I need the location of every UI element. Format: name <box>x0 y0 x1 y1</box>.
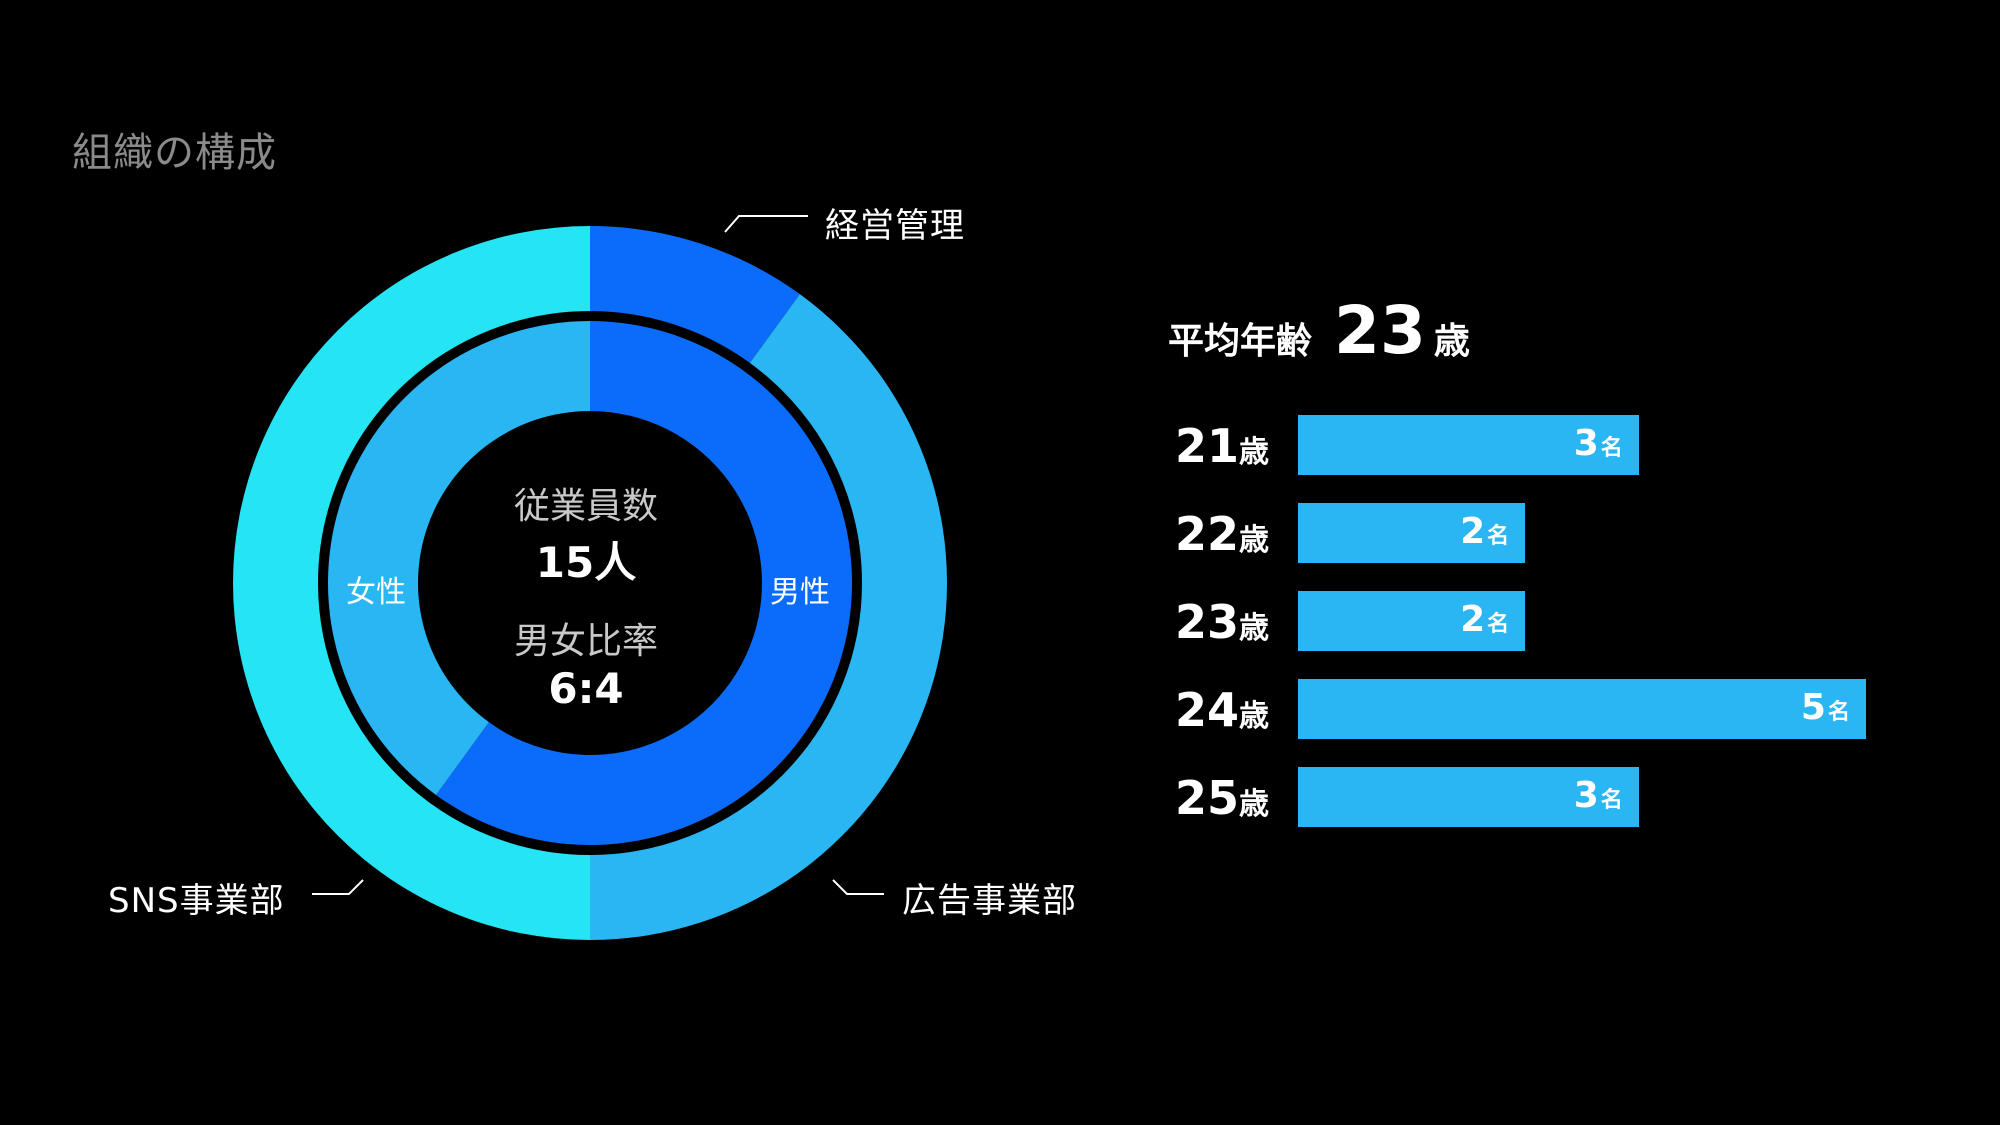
age-bar: 2名 <box>1298 591 1526 651</box>
age-bar-row: 22歳 2名 <box>1175 503 1875 563</box>
age-value: 24 <box>1175 683 1240 737</box>
ring-separator <box>318 311 862 855</box>
gender-ring <box>328 321 853 846</box>
label-sns: SNS事業部 <box>108 881 285 921</box>
organization-donut-chart <box>233 215 947 941</box>
age-bar: 3名 <box>1298 767 1639 827</box>
employee-summary: 従業員数 15人 <box>486 477 686 590</box>
average-age-value: 23 <box>1334 292 1426 369</box>
age-label: 22歳 <box>1175 507 1269 561</box>
count-value: 3 <box>1573 423 1599 464</box>
count-unit: 名 <box>1487 612 1510 637</box>
count-unit: 名 <box>1600 788 1623 813</box>
count-value: 2 <box>1460 511 1486 552</box>
count-value: 2 <box>1460 599 1486 640</box>
count-unit: 名 <box>1827 700 1850 725</box>
ratio-value: 6:4 <box>548 664 624 713</box>
age-value: 21 <box>1175 419 1240 473</box>
age-unit: 歳 <box>1239 611 1270 646</box>
callout-line-ad <box>832 879 884 895</box>
age-bar: 2名 <box>1298 503 1526 563</box>
age-label: 24歳 <box>1175 683 1269 737</box>
gender-ratio-summary: 男女比率 6:4 <box>486 612 686 713</box>
label-male: 男性 <box>770 575 830 610</box>
callout-line-management <box>724 215 808 233</box>
age-value: 22 <box>1175 507 1240 561</box>
age-count-label: 5名 <box>1801 687 1850 728</box>
age-label: 21歳 <box>1175 419 1269 473</box>
age-bar-row: 23歳 2名 <box>1175 591 1875 651</box>
count-value: 3 <box>1573 775 1599 816</box>
callout-line-sns <box>312 879 364 895</box>
age-unit: 歳 <box>1239 699 1270 734</box>
employees-value: 15人 <box>535 538 637 587</box>
callout-lines <box>312 215 884 895</box>
age-label: 25歳 <box>1175 771 1269 825</box>
age-bar-row: 21歳 3名 <box>1175 415 1875 475</box>
label-management: 経営管理 <box>825 206 965 246</box>
department-slice-1 <box>590 294 947 941</box>
count-unit: 名 <box>1600 436 1623 461</box>
age-bar-row: 24歳 5名 <box>1175 679 1875 739</box>
label-ad: 広告事業部 <box>902 881 1077 921</box>
age-count-label: 2名 <box>1460 511 1509 552</box>
average-age-unit: 歳 <box>1433 321 1470 362</box>
age-value: 25 <box>1175 771 1240 825</box>
age-count-label: 3名 <box>1574 775 1623 816</box>
count-unit: 名 <box>1487 524 1510 549</box>
age-count-label: 2名 <box>1460 599 1509 640</box>
average-age: 平均年齢 23 歳 <box>1168 292 1470 369</box>
age-count-label: 3名 <box>1574 423 1623 464</box>
age-unit: 歳 <box>1239 787 1270 822</box>
department-ring <box>233 226 947 941</box>
age-label: 23歳 <box>1175 595 1269 649</box>
gender-slice-0 <box>436 321 853 846</box>
age-value: 23 <box>1175 595 1240 649</box>
employees-label: 従業員数 <box>513 486 658 527</box>
label-female: 女性 <box>346 575 406 610</box>
age-bar: 5名 <box>1298 679 1866 739</box>
count-value: 5 <box>1800 687 1826 728</box>
age-unit: 歳 <box>1239 523 1270 558</box>
age-bar: 3名 <box>1298 415 1639 475</box>
gender-slice-1 <box>328 321 590 795</box>
average-age-label: 平均年齢 <box>1168 321 1313 362</box>
department-slice-2 <box>233 226 590 940</box>
page-title: 組織の構成 <box>72 130 277 176</box>
age-unit: 歳 <box>1239 435 1270 470</box>
department-slice-0 <box>590 226 800 367</box>
ratio-label: 男女比率 <box>513 621 658 662</box>
age-bar-row: 25歳 3名 <box>1175 767 1875 827</box>
